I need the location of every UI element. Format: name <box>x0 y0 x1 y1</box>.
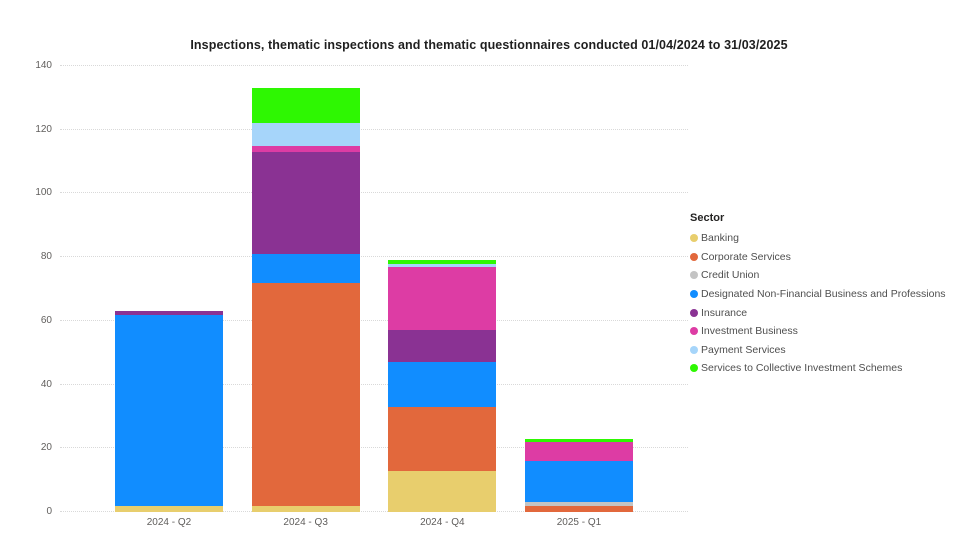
legend-item[interactable]: Payment Services <box>690 341 978 360</box>
bar-segment[interactable] <box>251 282 360 506</box>
plot-area <box>60 65 688 512</box>
bar-segment[interactable] <box>251 253 360 283</box>
legend-color-dot <box>690 290 698 299</box>
legend-label: Payment Services <box>701 343 786 356</box>
bar-segment[interactable] <box>388 330 497 363</box>
y-axis-tick-label: 20 <box>40 442 52 454</box>
bar-segment[interactable] <box>524 438 633 442</box>
legend-item[interactable]: Insurance <box>690 303 978 322</box>
legend-item[interactable]: Designated Non-Financial Business and Pr… <box>690 285 978 304</box>
stacked-bar <box>388 66 497 512</box>
x-axis-label: 2024 - Q4 <box>420 517 465 528</box>
stacked-bar <box>251 66 360 512</box>
bar-segment[interactable] <box>388 260 497 264</box>
bar-segment[interactable] <box>388 266 497 331</box>
bar-segment[interactable] <box>251 152 360 254</box>
bar-segment[interactable] <box>524 505 633 512</box>
y-axis-tick-label: 100 <box>35 187 52 199</box>
gridline <box>60 192 688 194</box>
bar-segment[interactable] <box>251 123 360 146</box>
bar-segment[interactable] <box>115 314 223 506</box>
legend-label: Corporate Services <box>701 250 791 263</box>
y-axis: 0 20 40 60 80 100 120 140 <box>0 61 52 517</box>
x-axis: 2024 - Q2 2024 - Q3 2024 - Q4 2025 - Q1 <box>115 517 633 528</box>
y-axis-tick-label: 80 <box>40 251 52 263</box>
legend-color-dot <box>690 271 698 280</box>
legend-item[interactable]: Corporate Services <box>690 248 978 267</box>
bar-segment[interactable] <box>524 502 633 506</box>
legend-color-dot <box>690 364 698 373</box>
bar-segment[interactable] <box>388 470 497 512</box>
legend-item[interactable]: Services to Collective Investment Scheme… <box>690 359 978 378</box>
y-axis-tick-label: 120 <box>35 123 52 135</box>
gridline <box>60 511 688 512</box>
legend-color-dot <box>690 345 698 354</box>
gridline <box>60 383 688 385</box>
gridline <box>60 128 688 130</box>
gridlines <box>60 65 688 512</box>
chart-title: Inspections, thematic inspections and th… <box>190 38 788 52</box>
x-axis-label: 2024 - Q2 <box>146 517 192 528</box>
y-axis-tick-label: 40 <box>40 378 52 390</box>
gridline <box>60 65 688 66</box>
legend-item[interactable]: Banking <box>690 229 978 248</box>
legend-color-dot <box>690 327 698 336</box>
legend-label: Credit Union <box>701 269 760 282</box>
legend-label: Insurance <box>701 306 748 319</box>
legend-label: Investment Business <box>701 325 798 338</box>
bar-segment[interactable] <box>388 362 497 407</box>
gridline <box>60 447 688 449</box>
legend-label: Services to Collective Investment Scheme… <box>701 362 903 375</box>
bar-segment[interactable] <box>524 461 633 503</box>
legend-color-dot <box>690 308 698 317</box>
legend-label: Banking <box>701 232 739 245</box>
legend-item[interactable]: Investment Business <box>690 322 978 341</box>
gridline <box>60 256 688 258</box>
bars <box>115 66 633 512</box>
bar-segment[interactable] <box>388 263 497 267</box>
legend-label: Designated Non-Financial Business and Pr… <box>701 288 946 301</box>
bar-segment[interactable] <box>115 311 223 315</box>
bar-segment[interactable] <box>388 406 497 471</box>
legend-item[interactable]: Credit Union <box>690 266 978 285</box>
bar-segment[interactable] <box>524 441 633 462</box>
y-axis-tick-label: 140 <box>35 60 52 71</box>
gridline <box>60 319 688 321</box>
x-axis-label: 2025 - Q1 <box>556 517 602 528</box>
legend-color-dot <box>690 252 698 261</box>
legend: Sector Banking Corporate Services Credit U… <box>690 212 978 378</box>
legend-color-dot <box>690 234 698 243</box>
bar-segment[interactable] <box>115 505 223 512</box>
y-axis-tick-label: 60 <box>40 314 52 326</box>
stacked-bar <box>524 66 633 512</box>
bar-segment[interactable] <box>251 145 360 153</box>
legend-items: Banking Corporate Services Credit Union Des… <box>690 229 978 378</box>
bar-segment[interactable] <box>251 88 360 124</box>
x-axis-label: 2024 - Q3 <box>283 517 328 528</box>
y-axis-tick-label: 0 <box>46 506 52 517</box>
legend-title: Sector <box>690 212 725 224</box>
bar-segment[interactable] <box>251 505 360 512</box>
stacked-bar <box>115 66 223 512</box>
